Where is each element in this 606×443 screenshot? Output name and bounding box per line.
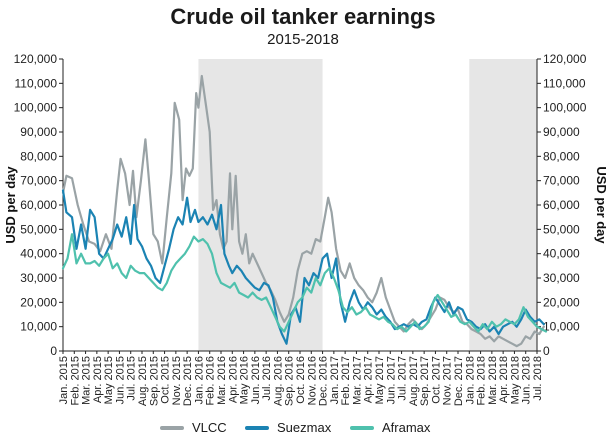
legend-item-suezmax: Suezmax bbox=[245, 420, 331, 435]
x-tick-label: Feb. 2015 bbox=[69, 356, 81, 406]
y-tick-label-right: 50,000 bbox=[543, 222, 580, 236]
series-line-vlcc bbox=[61, 74, 545, 348]
y-tick-label-left: 30,000 bbox=[20, 271, 57, 285]
y-tick-label-left: 60,000 bbox=[20, 198, 57, 212]
x-tick-label: Aug. 2017 bbox=[408, 356, 420, 406]
legend-label-aframax: Aframax bbox=[382, 420, 431, 435]
x-tick-label: Jan. 2017 bbox=[329, 356, 341, 404]
x-tick-label: Feb. 2017 bbox=[340, 356, 352, 406]
y-axis-label-left: USD per day bbox=[3, 166, 18, 244]
x-tick-label: Jan. 2018 bbox=[464, 356, 476, 404]
x-tick-label: Jun. 2015 bbox=[114, 356, 126, 404]
y-tick-label-right: 80,000 bbox=[543, 149, 580, 163]
y-tick-label-right: 0 bbox=[543, 344, 550, 358]
x-tick-label: Nov. 2017 bbox=[442, 356, 454, 405]
series-line-suezmax bbox=[61, 189, 545, 345]
x-tick-label: May 2018 bbox=[509, 356, 521, 404]
y-tick-label-left: 50,000 bbox=[20, 222, 57, 236]
y-tick-label-right: 90,000 bbox=[543, 125, 580, 139]
y-tick-label-left: 110,000 bbox=[15, 76, 58, 90]
x-tick-label: Jul. 2018 bbox=[532, 356, 544, 401]
x-tick-label: Apr. 2018 bbox=[498, 356, 510, 403]
x-tick-label: Oct. 2015 bbox=[160, 356, 172, 404]
x-tick-label: Jun. 2018 bbox=[521, 356, 533, 404]
x-tick-label: Feb. 2016 bbox=[205, 356, 217, 406]
y-tick-label-left: 90,000 bbox=[20, 125, 57, 139]
x-tick-label: May 2016 bbox=[239, 356, 251, 404]
x-tick-label: Jul. 2016 bbox=[261, 356, 273, 401]
x-tick-label: Aug. 2016 bbox=[272, 356, 284, 406]
x-tick-label: May 2015 bbox=[103, 356, 115, 404]
y-tick-label-right: 110,000 bbox=[543, 76, 586, 90]
legend-label-vlcc: VLCC bbox=[192, 420, 227, 435]
legend-label-suezmax: Suezmax bbox=[277, 420, 332, 435]
y-tick-label-right: 70,000 bbox=[543, 174, 580, 188]
chart-title: Crude oil tanker earnings bbox=[170, 4, 436, 29]
y-tick-label-right: 120,000 bbox=[543, 52, 587, 66]
x-tick-label: May 2017 bbox=[374, 356, 386, 404]
legend-swatch-aframax bbox=[350, 425, 374, 430]
y-axis-label-right: USD per day bbox=[594, 166, 606, 244]
y-tick-label-left: 80,000 bbox=[20, 149, 57, 163]
legend-item-vlcc: VLCC bbox=[160, 420, 227, 435]
series-line-aframax bbox=[61, 233, 548, 333]
y-tick-label-right: 100,000 bbox=[543, 101, 587, 115]
y-tick-label-right: 10,000 bbox=[543, 320, 580, 334]
x-tick-label: Mar. 2015 bbox=[81, 356, 93, 405]
y-tick-label-right: 40,000 bbox=[543, 247, 580, 261]
y-tick-label-left: 40,000 bbox=[20, 247, 57, 261]
chart-subtitle: 2015-2018 bbox=[267, 31, 339, 48]
x-tick-label: Jul. 2017 bbox=[397, 356, 409, 401]
x-tick-label: Mar. 2016 bbox=[216, 356, 228, 405]
x-tick-label: Apr. 2015 bbox=[92, 356, 104, 403]
x-tick-label: Jun. 2017 bbox=[385, 356, 397, 404]
x-tick-label: Dec. 2016 bbox=[318, 356, 330, 406]
x-tick-label: Sep. 2016 bbox=[284, 356, 296, 406]
y-tick-label-right: 30,000 bbox=[543, 271, 580, 285]
x-tick-label: Oct. 2017 bbox=[430, 356, 442, 404]
x-tick-label: Oct. 2016 bbox=[295, 356, 307, 404]
legend-swatch-vlcc bbox=[160, 425, 184, 430]
x-tick-label: Apr. 2016 bbox=[227, 356, 239, 403]
x-tick-label: Jul. 2015 bbox=[126, 356, 138, 401]
y-tick-label-right: 60,000 bbox=[543, 198, 580, 212]
legend: VLCC Suezmax Aframax bbox=[0, 420, 606, 440]
y-tick-label-left: 10,000 bbox=[20, 320, 57, 334]
y-tick-label-left: 20,000 bbox=[20, 295, 57, 309]
x-tick-label: Jan. 2016 bbox=[193, 356, 205, 404]
shaded-periods bbox=[198, 59, 537, 351]
x-tick-label: Dec. 2017 bbox=[453, 356, 465, 406]
y-tick-label-left: 120,000 bbox=[14, 52, 58, 66]
series-lines bbox=[61, 74, 548, 348]
legend-item-aframax: Aframax bbox=[350, 420, 430, 435]
x-tick-label: Mar. 2018 bbox=[487, 356, 499, 405]
x-tick-label: Nov. 2015 bbox=[171, 356, 183, 405]
x-tick-label: Feb. 2018 bbox=[476, 356, 488, 406]
x-tick-label: Dec. 2015 bbox=[182, 356, 194, 406]
x-tick-label: Sep. 2017 bbox=[419, 356, 431, 406]
y-tick-label-left: 100,000 bbox=[14, 101, 58, 115]
y-axis-right: 0 10,000 20,000 30,000 40,000 50,000 60,000 70,… bbox=[537, 52, 587, 358]
x-tick-label: Mar. 2017 bbox=[351, 356, 363, 405]
x-tick-label: Aug. 2015 bbox=[137, 356, 149, 406]
shaded-period-1 bbox=[469, 59, 537, 351]
x-axis: Jan. 2015 Feb. 2015 Mar. 2015 Apr. 2015 May … bbox=[58, 351, 544, 406]
legend-swatch-suezmax bbox=[245, 425, 269, 430]
y-tick-label-right: 20,000 bbox=[543, 295, 580, 309]
y-axis-left: 0 10,000 20,000 30,000 40,000 50,000 60,000 70,… bbox=[14, 52, 63, 358]
x-tick-label: Nov. 2016 bbox=[306, 356, 318, 405]
x-tick-label: Sep. 2015 bbox=[148, 356, 160, 406]
y-tick-label-left: 0 bbox=[50, 344, 57, 358]
y-tick-label-left: 70,000 bbox=[20, 174, 57, 188]
x-tick-label: Apr. 2017 bbox=[363, 356, 375, 403]
x-tick-label: Jan. 2015 bbox=[58, 356, 70, 404]
x-tick-label: Jun. 2016 bbox=[250, 356, 262, 404]
